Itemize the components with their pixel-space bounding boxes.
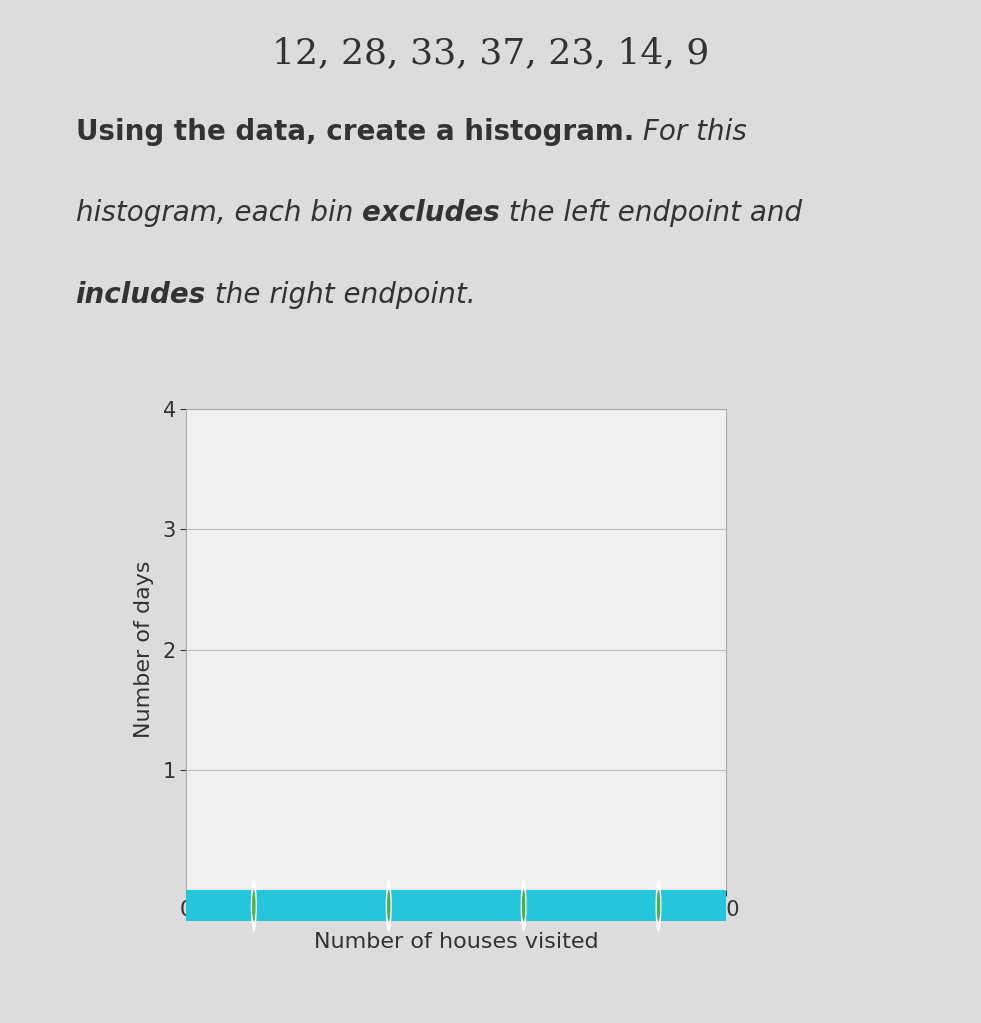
Circle shape bbox=[387, 890, 390, 922]
Text: histogram, each bin: histogram, each bin bbox=[76, 199, 362, 227]
Circle shape bbox=[386, 879, 391, 932]
Y-axis label: Number of days: Number of days bbox=[134, 561, 154, 739]
X-axis label: Number of houses visited: Number of houses visited bbox=[314, 932, 598, 951]
Text: the left endpoint and: the left endpoint and bbox=[499, 199, 801, 227]
Text: Using the data, create a histogram.: Using the data, create a histogram. bbox=[76, 118, 634, 145]
Text: includes: includes bbox=[76, 281, 206, 309]
Circle shape bbox=[656, 890, 660, 922]
Text: excludes: excludes bbox=[362, 199, 499, 227]
Circle shape bbox=[522, 890, 526, 922]
Circle shape bbox=[655, 879, 661, 932]
Text: 12, 28, 33, 37, 23, 14, 9: 12, 28, 33, 37, 23, 14, 9 bbox=[272, 36, 709, 70]
Circle shape bbox=[521, 879, 527, 932]
Circle shape bbox=[251, 879, 257, 932]
Bar bbox=[186, 890, 726, 922]
Circle shape bbox=[252, 890, 256, 922]
Text: For this: For this bbox=[634, 118, 747, 145]
Text: the right endpoint.: the right endpoint. bbox=[206, 281, 476, 309]
